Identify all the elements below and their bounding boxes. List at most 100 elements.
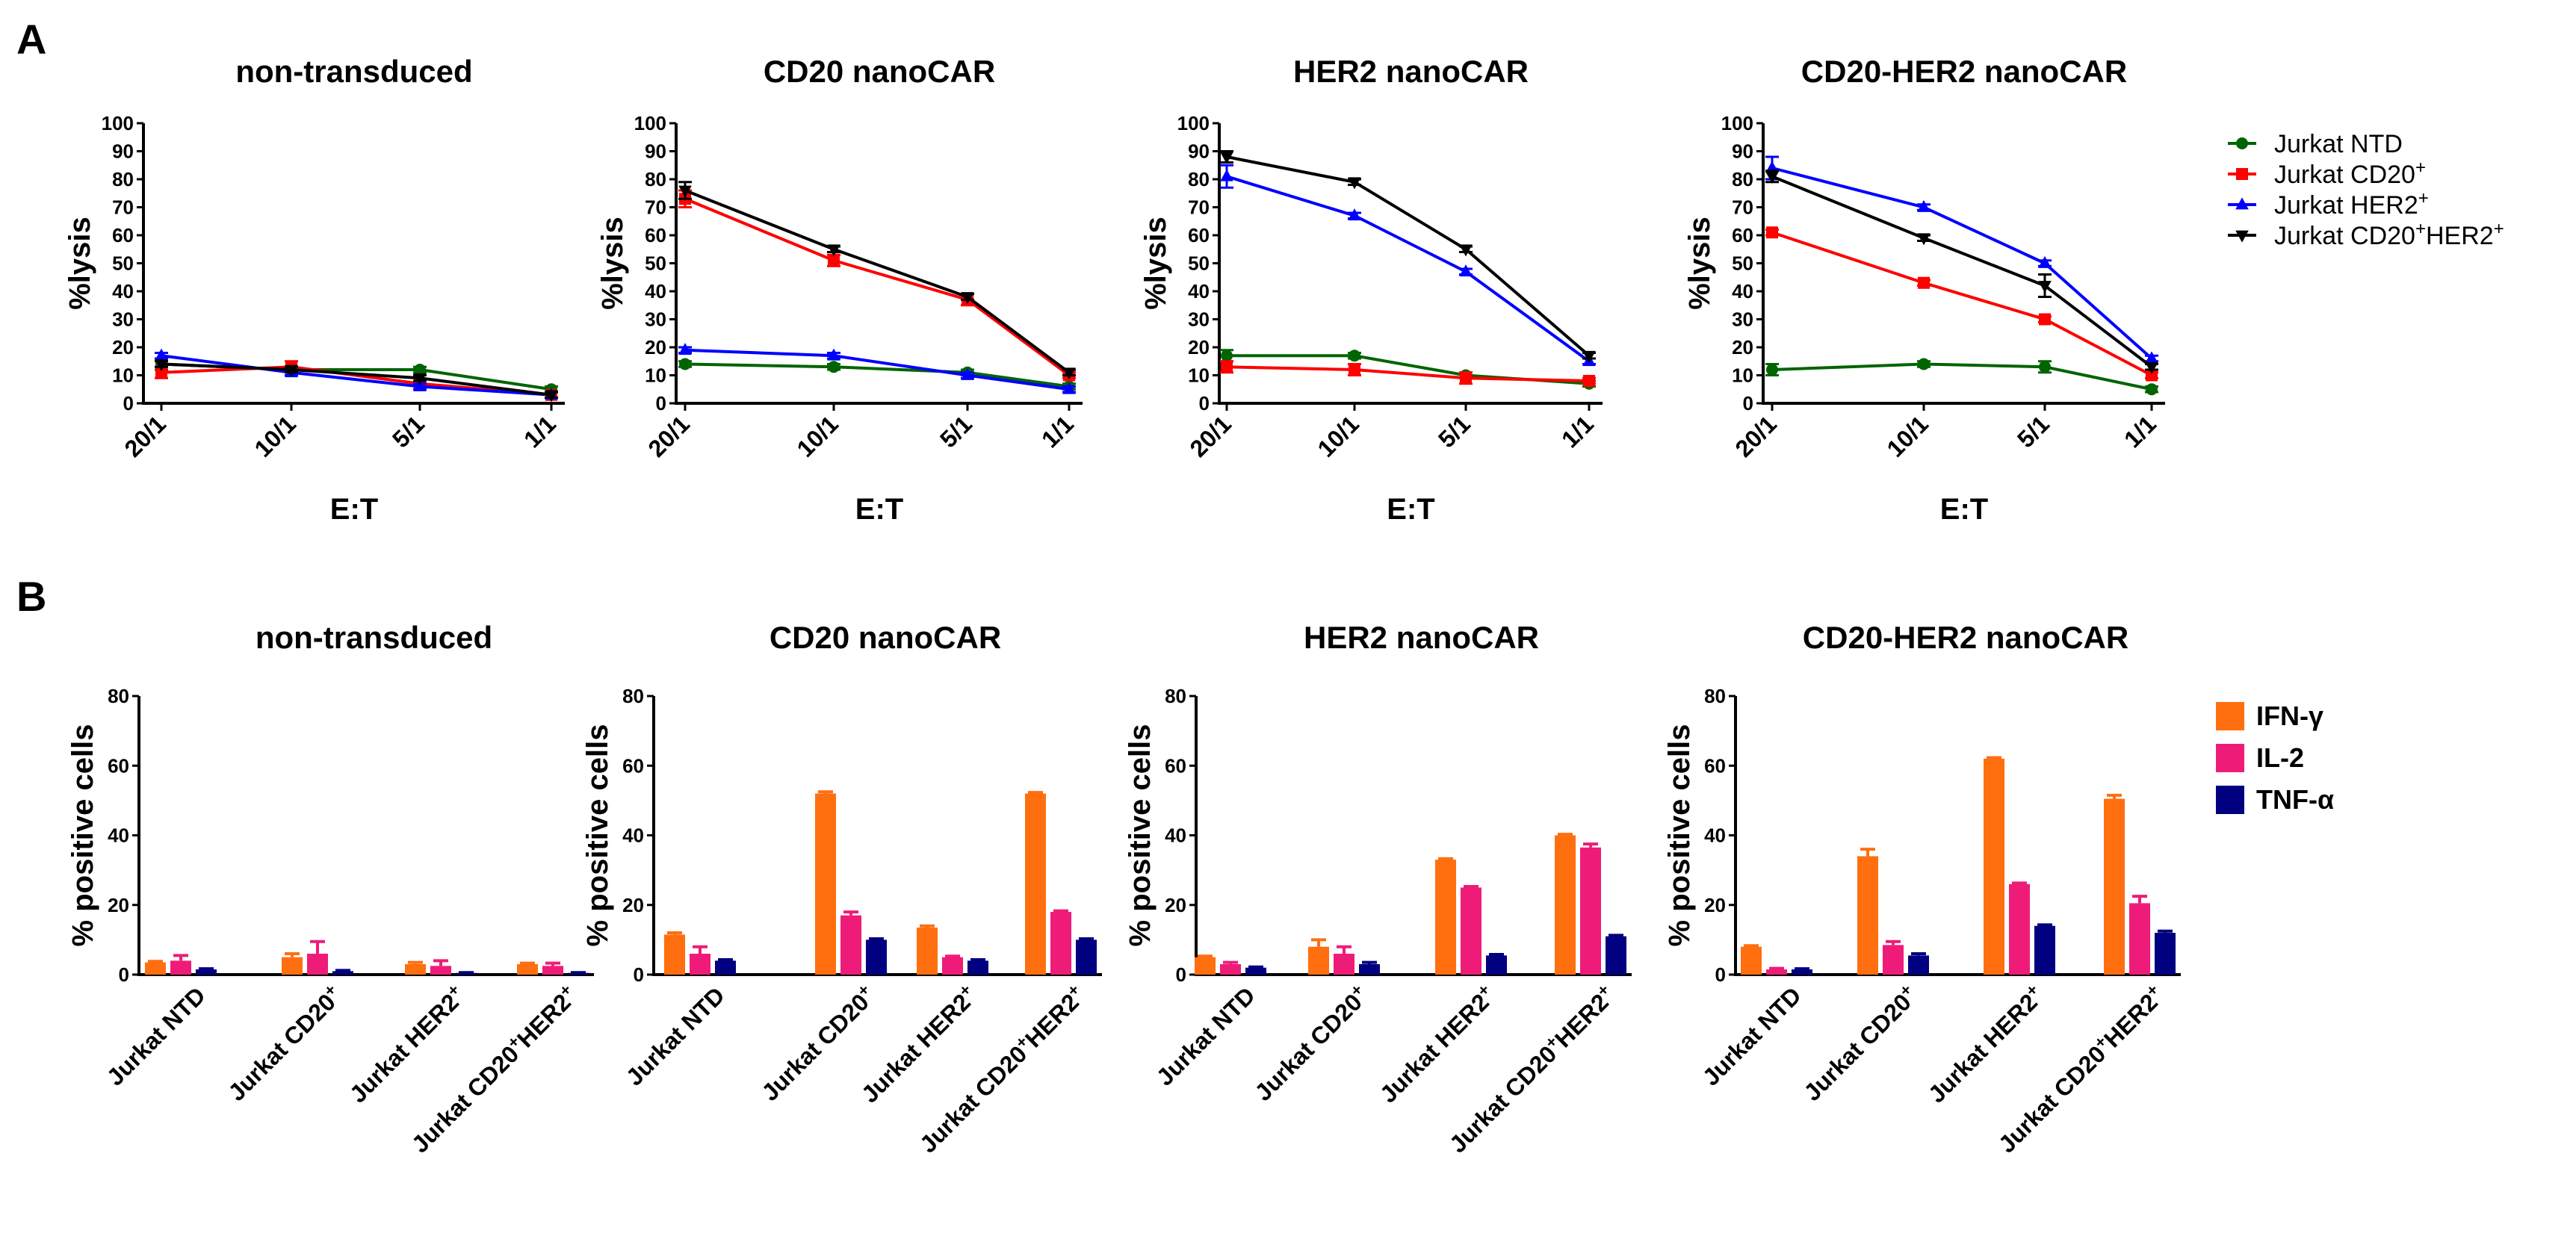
chart-title: non-transduced [235, 54, 472, 89]
y-tick-label: 0 [634, 963, 644, 986]
series-jurkat-cd20 [1765, 226, 2158, 382]
y-tick-label: 0 [656, 392, 666, 414]
legend-marker [2235, 230, 2249, 243]
bar-ifn [917, 928, 938, 975]
bar-ifn [1195, 957, 1216, 975]
y-axis-label: %lysis [1683, 217, 1716, 310]
category-label: Jurkat CD20+ [1248, 980, 1374, 1106]
legend-label-part: Jurkat CD20 [2274, 161, 2415, 189]
bar-il-2 [1220, 964, 1241, 975]
data-point [2039, 313, 2051, 326]
x-tick-label: 10/1 [1881, 410, 1933, 462]
series-line [684, 197, 1071, 377]
data-point [961, 292, 974, 305]
data-point [827, 348, 840, 361]
data-point [1062, 382, 1076, 394]
legend-label: TNF-α [2256, 784, 2334, 815]
bar-chart-4: CD20-HER2 nanoCAR 0 20 40 60 80 % positive cel… [1663, 620, 2181, 1158]
bar-tnf [332, 971, 353, 975]
y-tick-label: 0 [1199, 392, 1210, 414]
axis-lines [137, 696, 594, 976]
data-point [155, 348, 168, 361]
y-tick-label: 80 [645, 168, 666, 190]
category-label: Jurkat NTD [102, 981, 211, 1090]
bar-il-2 [1461, 887, 1481, 975]
y-tick-label: 40 [112, 280, 134, 302]
superscript: + [2494, 219, 2504, 239]
data-point [2145, 361, 2158, 374]
bar-chart-1: non-transduced 0 20 40 60 80 % positive cells J… [66, 620, 594, 1158]
line-chart-4: CD20-HER2 nanoCAR 0 10 20 30 40 50 60 70 80 90 100 2… [1683, 54, 2165, 526]
y-tick-label: 10 [1188, 364, 1210, 387]
bar-il-2 [1883, 945, 1904, 975]
y-tick-label: 0 [1715, 963, 1726, 986]
x-tick-label: 20/1 [119, 410, 170, 462]
data-point [961, 367, 974, 380]
x-tick-label: 5/1 [935, 410, 977, 453]
superscript: + [2415, 158, 2426, 178]
x-tick-label: 10/1 [791, 410, 843, 462]
legend-label-part: Jurkat NTD [2274, 130, 2403, 158]
legend-item-jurkat-cd20her2: Jurkat CD20+HER2+ [2228, 219, 2504, 250]
chart-title: CD20 nanoCAR [770, 620, 1001, 655]
series-jurkat-cd20-her2 [1765, 170, 2158, 374]
data-point [1460, 372, 1472, 385]
data-point [2038, 255, 2052, 268]
series-line [684, 362, 1070, 388]
bar-ifn [1308, 946, 1329, 975]
y-tick-label: 20 [1188, 336, 1210, 358]
data-point [828, 361, 840, 373]
y-tick-label: 30 [1188, 308, 1210, 331]
category-label: Jurkat HER2+ [342, 980, 471, 1108]
y-tick-label: 10 [645, 364, 666, 387]
bar-ifn [664, 934, 685, 975]
y-tick-label: 60 [622, 754, 644, 777]
data-point [1348, 177, 1361, 190]
category-label: Jurkat NTD [1697, 981, 1806, 1090]
chart-title: HER2 nanoCAR [1293, 54, 1529, 89]
y-tick-label: 60 [1704, 754, 1726, 777]
data-point [155, 366, 167, 379]
chart-title: HER2 nanoCAR [1304, 620, 1539, 655]
y-tick-label: 90 [1732, 140, 1753, 163]
legend-item-jurkat-cd20: Jurkat CD20+ [2228, 158, 2426, 189]
series-jurkat-ntd [1765, 358, 2158, 396]
series-jurkat-cd20 [1220, 360, 1596, 387]
bar-il-2 [1766, 969, 1787, 975]
y-tick-label: 40 [1732, 280, 1753, 302]
bar-ifn [517, 964, 538, 975]
chart-title: CD20-HER2 nanoCAR [1801, 54, 2127, 89]
data-point [1062, 367, 1076, 380]
data-point [414, 364, 426, 376]
bar-il-2 [942, 957, 963, 975]
x-axis-label: E:T [1940, 493, 1988, 526]
y-tick-label: 40 [108, 824, 129, 847]
legend-label: IL-2 [2256, 742, 2304, 773]
category-label: Jurkat HER2+ [1921, 980, 2049, 1108]
y-tick-label: 0 [1743, 392, 1753, 414]
category-label: Jurkat NTD [621, 981, 730, 1090]
y-tick-label: 80 [112, 168, 134, 190]
bar-il-2 [1580, 847, 1601, 975]
panel-label-b: B [16, 573, 46, 620]
bar-ifn [405, 964, 426, 975]
data-point [2146, 383, 2158, 396]
y-axis-label: % positive cells [581, 724, 614, 947]
y-tick-label: 30 [112, 308, 134, 331]
category-label-part: Jurkat NTD [1697, 981, 1806, 1090]
series-jurkat-ntd [1220, 349, 1596, 390]
line-chart-3: HER2 nanoCAR 0 10 20 30 40 50 60 70 80 90 100 20/1 10… [1139, 54, 1603, 526]
data-point [1765, 171, 1779, 184]
y-tick-label: 80 [1704, 685, 1726, 707]
series-jurkat-cd20-her2 [1220, 150, 1596, 363]
series-line [1226, 175, 1591, 363]
x-tick-label: 10/1 [1312, 410, 1363, 462]
data-point [678, 185, 692, 198]
y-tick-label: 100 [1721, 112, 1753, 134]
bar-tnf [1486, 955, 1507, 975]
x-tick-label: 5/1 [387, 410, 430, 453]
bar-ifn [1555, 835, 1576, 975]
y-tick-label: 70 [1732, 196, 1753, 219]
y-tick-label: 60 [1732, 224, 1753, 246]
legend-swatch [2216, 786, 2244, 814]
